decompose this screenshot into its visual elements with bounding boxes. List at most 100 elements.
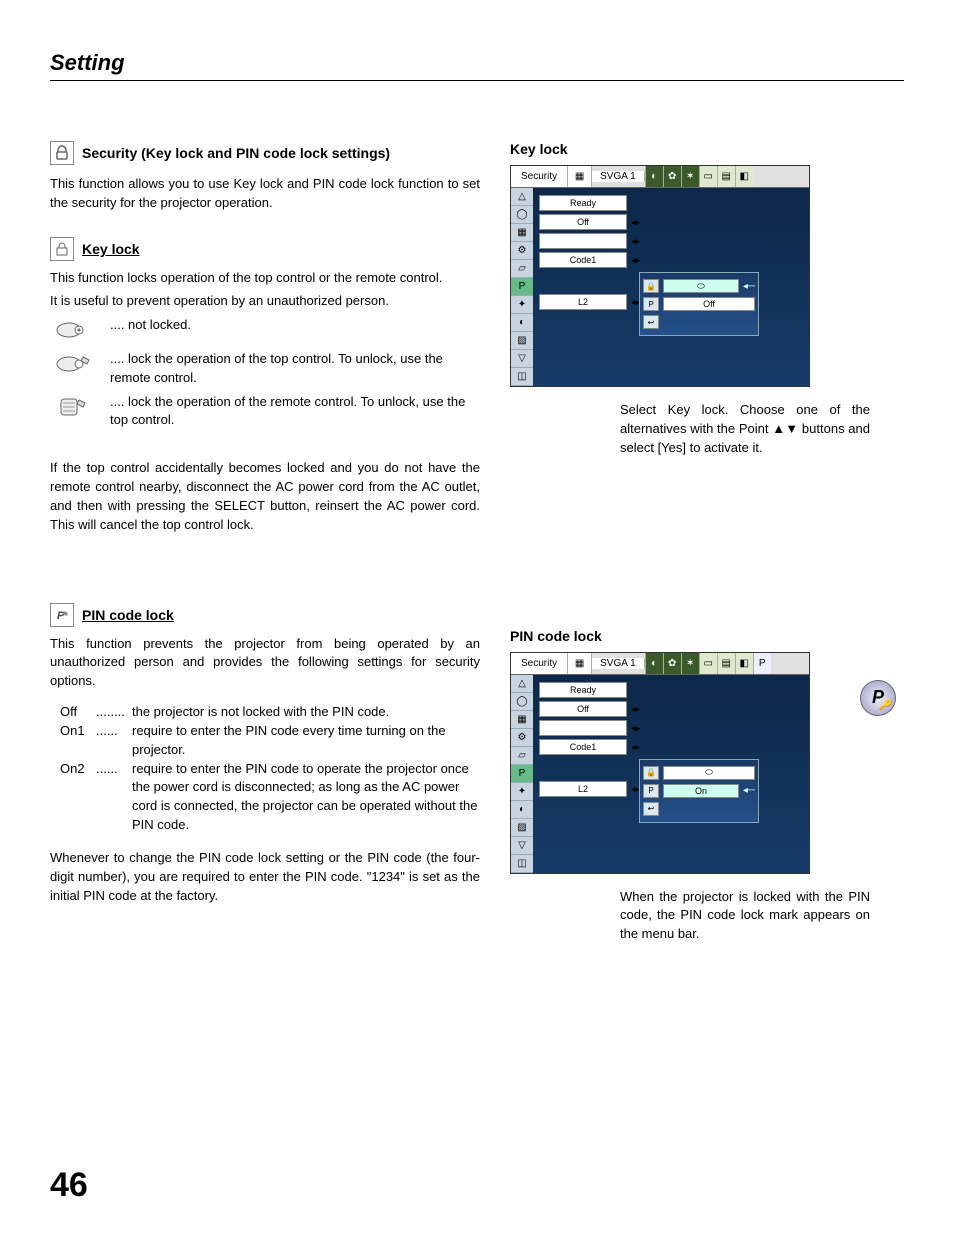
mini-icons: ◐ ✿ ✶ ▭ ▤ ◧ P xyxy=(645,653,809,674)
security-icon xyxy=(50,141,74,165)
right-pincode-title: PIN code lock xyxy=(510,628,890,644)
submenu-row: ↩ xyxy=(643,314,755,330)
pin-option-on2: On2 ...... require to enter the PIN code… xyxy=(60,760,480,835)
mini-icon: ◧ xyxy=(735,653,753,674)
pointer-icon: ◂─ xyxy=(743,281,755,292)
opt-val-1: require to enter the PIN code every time… xyxy=(132,722,480,760)
menu-label: Security xyxy=(511,653,568,674)
menu-src-icon: ▦ xyxy=(568,653,592,674)
opt-dots-1: ...... xyxy=(96,722,132,741)
keylock-sub-icon: 🔒 xyxy=(643,766,659,780)
pincode-sub-icon: P xyxy=(643,297,659,311)
menu-main: Ready Off◂▸ ◂▸ Code1◂▸ L2◂▸ 🔒 ⬭ ◂─ xyxy=(533,188,809,386)
pincode-wrap: Security ▦ SVGA 1 ◐ ✿ ✶ ▭ ▤ ◧ P △ xyxy=(510,652,890,874)
left-column: Security (Key lock and PIN code lock set… xyxy=(50,141,480,944)
lock-text-2: .... lock the operation of the remote co… xyxy=(110,393,480,429)
pin-lock-badge-icon: P xyxy=(860,680,896,716)
submenu-box: 🔒 ⬭ P On ◂─ ↩ xyxy=(639,759,759,823)
mini-icon: ✶ xyxy=(681,653,699,674)
rail-icon: ⚙ xyxy=(511,729,533,747)
submenu-row: ↩ xyxy=(643,801,755,817)
menu-row: Code1◂▸ xyxy=(539,739,627,755)
rail-icon: ◯ xyxy=(511,693,533,711)
submenu-area: 🔒 ⬭ ◂─ P Off ↩ xyxy=(633,188,809,386)
opt-key-2: On2 xyxy=(60,760,96,779)
rail-icon: ▦ xyxy=(511,224,533,242)
rail-icon: ▱ xyxy=(511,747,533,765)
page-number: 46 xyxy=(50,1166,88,1205)
rail-icon: ◐ xyxy=(511,314,533,332)
keylock-sub-icon: 🔒 xyxy=(643,279,659,293)
keylock-intro1: This function locks operation of the top… xyxy=(50,269,480,288)
mini-icon: ▭ xyxy=(699,166,717,187)
opt-val-0: the projector is not locked with the PIN… xyxy=(132,703,480,722)
menu-bar: Security ▦ SVGA 1 ◐ ✿ ✶ ▭ ▤ ◧ P xyxy=(511,653,809,675)
side-rail: △ ◯ ▦ ⚙ ▱ P ✦ ◐ ▨ ▽ ◫ xyxy=(511,675,533,873)
mini-icon: ✶ xyxy=(681,166,699,187)
security-title-row: Security (Key lock and PIN code lock set… xyxy=(50,141,480,165)
rail-icon: ✦ xyxy=(511,783,533,801)
mini-pin-icon: P xyxy=(753,653,771,674)
keylock-heading: Key lock xyxy=(82,241,140,257)
opt-key-1: On1 xyxy=(60,722,96,741)
back-sub-icon: ↩ xyxy=(643,315,659,329)
rail-icon: ▨ xyxy=(511,819,533,837)
pin-option-off: Off ........ the projector is not locked… xyxy=(60,703,480,722)
opt-dots-0: ........ xyxy=(96,703,132,722)
rail-icon-selected: P xyxy=(511,278,533,296)
rail-down-icon: ▽ xyxy=(511,350,533,368)
pincode-note: Whenever to change the PIN code lock set… xyxy=(50,849,480,906)
content-columns: Security (Key lock and PIN code lock set… xyxy=(50,141,904,944)
opt-dots-2: ...... xyxy=(96,760,132,779)
menu-list: Ready Off◂▸ ◂▸ Code1◂▸ L2◂▸ xyxy=(533,188,633,386)
pointer-icon: ◂─ xyxy=(743,785,755,796)
submenu-row: P Off xyxy=(643,296,755,312)
mini-icon: ◐ xyxy=(645,166,663,187)
rail-icon: ◫ xyxy=(511,855,533,873)
rail-icon: ◯ xyxy=(511,206,533,224)
lock-item-unlocked: .... not locked. xyxy=(50,316,480,344)
menu-row: Off◂▸ xyxy=(539,701,627,717)
menu-src-icon: ▦ xyxy=(568,166,592,187)
submenu-box: 🔒 ⬭ ◂─ P Off ↩ xyxy=(639,272,759,336)
menu-body: △ ◯ ▦ ⚙ ▱ P ✦ ◐ ▨ ▽ ◫ Ready Off◂▸ ◂ xyxy=(511,188,809,386)
keylock-sub-value: ⬭ xyxy=(663,766,755,780)
submenu-area: 🔒 ⬭ P On ◂─ ↩ xyxy=(633,675,809,873)
pincode-heading: PIN code lock xyxy=(82,607,174,623)
security-intro: This function allows you to use Key lock… xyxy=(50,175,480,213)
pincode-heading-row: P PIN code lock xyxy=(50,603,480,627)
submenu-row: 🔒 ⬭ ◂─ xyxy=(643,278,755,294)
menu-main: Ready Off◂▸ ◂▸ Code1◂▸ L2◂▸ 🔒 ⬭ xyxy=(533,675,809,873)
lock-text-0: .... not locked. xyxy=(110,316,480,334)
rail-up-icon: △ xyxy=(511,188,533,206)
keylock-caption: Select Key lock. Choose one of the alter… xyxy=(620,401,870,458)
mini-icon: ◧ xyxy=(735,166,753,187)
menu-row: ◂▸ xyxy=(539,720,627,736)
rail-icon: ◫ xyxy=(511,368,533,386)
menu-body: △ ◯ ▦ ⚙ ▱ P ✦ ◐ ▨ ▽ ◫ Ready xyxy=(511,675,809,873)
menu-list: Ready Off◂▸ ◂▸ Code1◂▸ L2◂▸ xyxy=(533,675,633,873)
keylock-intro2: It is useful to prevent operation by an … xyxy=(50,292,480,311)
rail-icon-selected: P xyxy=(511,765,533,783)
mini-icons: ◐ ✿ ✶ ▭ ▤ ◧ xyxy=(645,166,809,187)
remote-locked-icon xyxy=(50,393,100,421)
menu-row: Ready xyxy=(539,195,627,211)
submenu-value: On xyxy=(663,784,739,798)
rail-icon: ▱ xyxy=(511,260,533,278)
page-header: Setting xyxy=(50,50,904,81)
mini-icon: ✿ xyxy=(663,166,681,187)
svga-label: SVGA 1 xyxy=(592,171,645,182)
lock-text-1: .... lock the operation of the top contr… xyxy=(110,350,480,386)
keylock-sub-value: ⬭ xyxy=(663,279,739,293)
pincode-caption: When the projector is locked with the PI… xyxy=(620,888,870,945)
rail-icon: ⚙ xyxy=(511,242,533,260)
pin-option-on1: On1 ...... require to enter the PIN code… xyxy=(60,722,480,760)
mini-icon: ◐ xyxy=(645,653,663,674)
pincode-intro: This function prevents the projector fro… xyxy=(50,635,480,692)
keylock-icon xyxy=(50,237,74,261)
menu-bar: Security ▦ SVGA 1 ◐ ✿ ✶ ▭ ▤ ◧ xyxy=(511,166,809,188)
lock-item-remote: .... lock the operation of the remote co… xyxy=(50,393,480,429)
mini-icon: ▭ xyxy=(699,653,717,674)
rail-icon: ✦ xyxy=(511,296,533,314)
rail-up-icon: △ xyxy=(511,675,533,693)
